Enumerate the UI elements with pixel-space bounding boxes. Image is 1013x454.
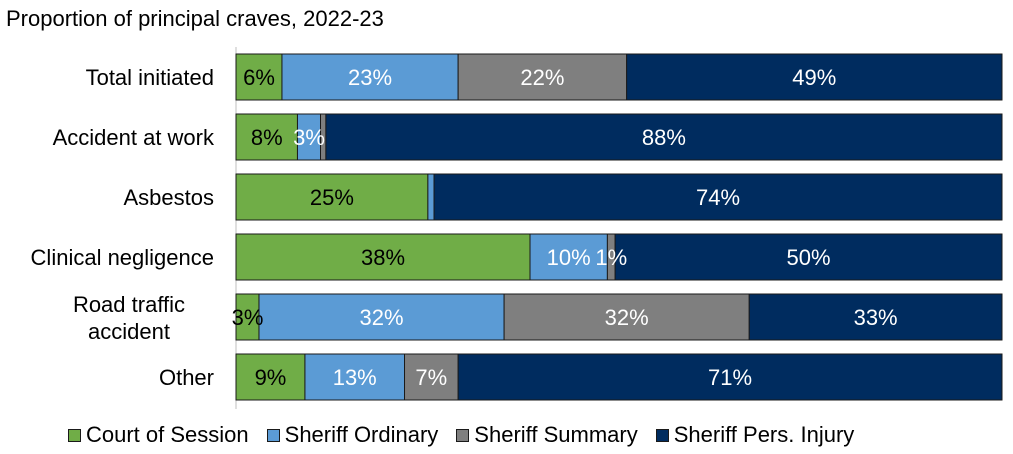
data-label: 13% <box>333 365 377 390</box>
bar-segment <box>503 293 750 341</box>
data-label: 32% <box>360 305 404 330</box>
data-label: 88% <box>642 125 686 150</box>
data-label: 7% <box>415 365 447 390</box>
bar-segment <box>325 113 1003 161</box>
data-label: 6% <box>243 65 275 90</box>
data-label: 25% <box>310 185 354 210</box>
data-label: 3% <box>232 305 264 330</box>
category-label: Other <box>159 365 214 390</box>
data-label: 1% <box>595 245 627 270</box>
category-label: Clinical negligence <box>31 245 214 270</box>
legend-label: Sheriff Ordinary <box>284 422 439 447</box>
data-label: 9% <box>255 365 287 390</box>
legend-swatch <box>266 428 280 442</box>
legend-label: Court of Session <box>86 422 249 447</box>
bar-segment <box>433 173 1003 221</box>
legend-label: Sheriff Summary <box>474 422 638 447</box>
data-label: 71% <box>708 365 752 390</box>
data-label: 49% <box>792 65 836 90</box>
category-label: Road traffic accident <box>73 292 185 344</box>
bar-segment <box>258 293 505 341</box>
bar-segment <box>427 173 435 221</box>
data-label: 33% <box>854 305 898 330</box>
data-label: 8% <box>251 125 283 150</box>
bar-segment <box>457 353 1003 401</box>
legend: Court of Session Sheriff Ordinary Sheriff … <box>68 422 872 448</box>
bar-segment <box>457 53 628 101</box>
bar-segment <box>529 233 608 281</box>
bar-segment <box>404 353 459 401</box>
bar-segment <box>614 233 1003 281</box>
data-label: 32% <box>605 305 649 330</box>
bar-segment <box>235 53 283 101</box>
legend-label: Sheriff Pers. Injury <box>673 422 855 447</box>
data-label: 50% <box>787 245 831 270</box>
data-label: 10% <box>547 245 591 270</box>
bar-segment <box>235 113 298 161</box>
chart-title: Proportion of principal craves, 2022-23 <box>6 6 384 31</box>
bar-segment <box>281 53 459 101</box>
bar-segment <box>304 353 406 401</box>
legend-swatch <box>68 428 81 442</box>
bar-segment <box>626 53 1003 101</box>
data-label: 3% <box>293 125 325 150</box>
bar-segment <box>235 173 429 221</box>
category-label: Asbestos <box>124 185 215 210</box>
legend-item: Sheriff Summary <box>456 422 638 448</box>
bar-segment <box>748 293 1003 341</box>
data-label: 22% <box>520 65 564 90</box>
category-label: Accident at work <box>53 125 215 150</box>
data-label: 23% <box>348 65 392 90</box>
legend-swatch <box>655 428 669 442</box>
legend-item: Sheriff Pers. Injury <box>655 422 855 448</box>
legend-item: Sheriff Ordinary <box>266 422 439 448</box>
legend-item: Court of Session <box>68 422 249 448</box>
data-label: 38% <box>361 245 405 270</box>
legend-swatch <box>456 428 470 442</box>
bar-segment <box>235 353 306 401</box>
data-label: 74% <box>696 185 740 210</box>
category-label: Total initiated <box>86 65 214 90</box>
